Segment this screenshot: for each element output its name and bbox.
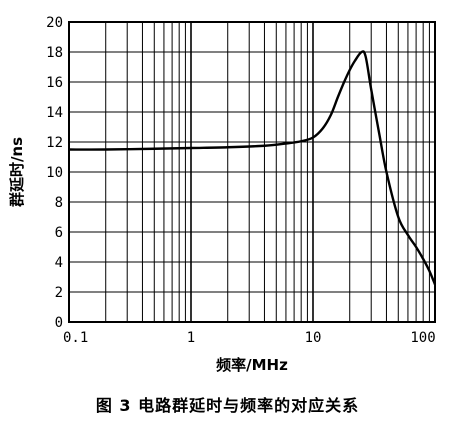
y-tick-label: 0: [55, 315, 63, 331]
y-tick-label: 10: [46, 165, 63, 181]
group-delay-series-line: [68, 50, 437, 285]
x-tick-label: 0.1: [63, 330, 88, 346]
y-tick-label: 8: [55, 195, 63, 211]
x-tick-label: 100: [410, 330, 435, 346]
tick-labels: 0 2 4 6 8 10 12 14 16 18 20 0.1 1 10 100: [46, 15, 436, 346]
y-tick-label: 18: [46, 45, 63, 61]
x-tick-label: 10: [305, 330, 322, 346]
grid-lines: [68, 21, 435, 323]
y-tick-label: 20: [46, 15, 63, 31]
y-tick-label: 14: [46, 105, 63, 121]
group-delay-chart: 0 2 4 6 8 10 12 14 16 18 20 0.1 1 10 100 频率/MHz 群延时/ns: [8, 15, 437, 374]
y-tick-label: 12: [46, 135, 63, 151]
y-tick-label: 6: [55, 225, 63, 241]
y-tick-label: 16: [46, 75, 63, 91]
y-tick-label: 2: [55, 285, 63, 301]
x-tick-label: 1: [187, 330, 195, 346]
series-layer: [68, 50, 437, 285]
y-tick-label: 4: [55, 255, 63, 271]
x-axis-label: 频率/MHz: [216, 356, 288, 374]
figure-caption: 图 3 电路群延时与频率的对应关系: [95, 396, 360, 415]
y-axis-label: 群延时/ns: [8, 137, 26, 207]
plot-frame: [68, 21, 436, 323]
